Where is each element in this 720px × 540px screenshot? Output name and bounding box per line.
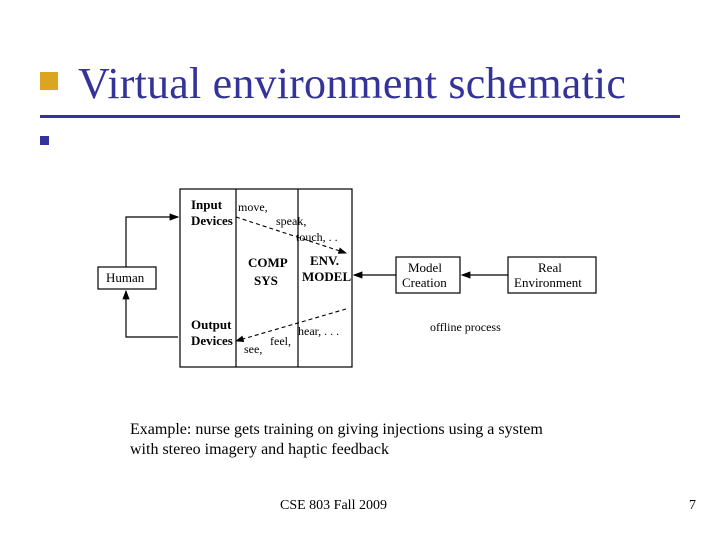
- label-env-1: ENV.: [310, 253, 339, 268]
- label-comp-1: COMP: [248, 255, 288, 270]
- footer-text: CSE 803 Fall 2009: [280, 498, 387, 514]
- schematic-diagram: Human Input Devices Output Devices COMP …: [96, 185, 636, 375]
- label-model-2: Creation: [402, 275, 447, 290]
- label-env-2: MODEL: [302, 269, 351, 284]
- label-touch: touch, . .: [296, 230, 338, 244]
- label-real-2: Environment: [514, 275, 582, 290]
- title-underline: [40, 115, 680, 118]
- example-text: Example: nurse gets training on giving i…: [130, 420, 570, 460]
- label-input-1: Input: [191, 197, 223, 212]
- label-model-1: Model: [408, 260, 442, 275]
- title-block: Virtual environment schematic: [40, 58, 690, 118]
- label-human: Human: [106, 270, 145, 285]
- page-title: Virtual environment schematic: [78, 58, 690, 109]
- label-offline: offline process: [430, 320, 501, 334]
- page-number: 7: [689, 498, 696, 514]
- label-output-1: Output: [191, 317, 232, 332]
- label-see: see,: [244, 342, 262, 356]
- arrow-output-to-human: [126, 291, 178, 337]
- label-output-2: Devices: [191, 333, 233, 348]
- label-hear: hear, . . .: [298, 324, 339, 338]
- title-tick-icon: [40, 136, 49, 145]
- title-bullet-icon: [40, 72, 58, 90]
- label-move: move,: [238, 200, 268, 214]
- label-input-2: Devices: [191, 213, 233, 228]
- label-speak: speak,: [276, 214, 306, 228]
- label-feel: feel,: [270, 334, 291, 348]
- label-real-1: Real: [538, 260, 562, 275]
- label-comp-2: SYS: [254, 273, 278, 288]
- arrow-human-to-input: [126, 217, 178, 267]
